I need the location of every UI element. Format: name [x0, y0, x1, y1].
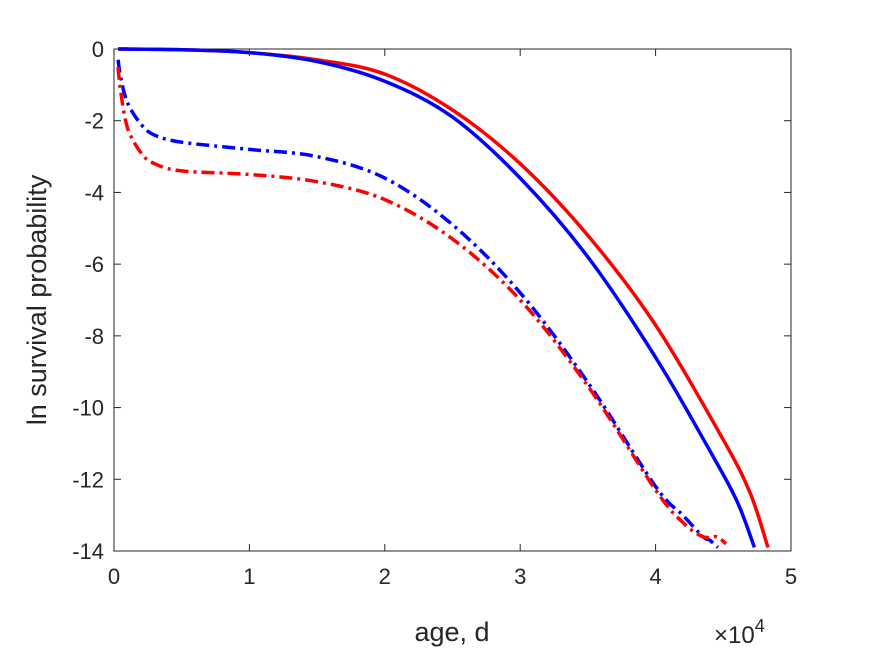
plot-area	[113, 48, 792, 552]
x-tick-label-5: 5	[785, 564, 797, 589]
x-tick-label-3: 3	[514, 564, 526, 589]
x-axis-multiplier-base: ×10	[714, 622, 755, 649]
series-line-3	[116, 66, 728, 546]
x-axis-multiplier: ×104	[714, 616, 765, 649]
y-tick-label-1: -2	[84, 109, 104, 134]
y-tick-label-2: -4	[84, 180, 104, 205]
x-tick-label-4: 4	[649, 564, 661, 589]
y-tick-label-4: -8	[84, 324, 104, 349]
y-tick-label-5: -10	[72, 396, 104, 421]
y-tick-label-7: -14	[72, 539, 104, 564]
x-tick-label-0: 0	[108, 564, 120, 589]
x-axis-multiplier-exponent: 4	[755, 616, 765, 636]
y-tick-label-6: -12	[72, 467, 104, 492]
y-tick-label-3: -6	[84, 252, 104, 277]
x-axis-label: age, d	[414, 617, 489, 647]
x-tick-label-1: 1	[243, 564, 255, 589]
y-axis-label: ln survival probability	[22, 174, 52, 425]
y-tick-label-0: 0	[92, 37, 104, 62]
tick-layer: 0 1 2 3 4 5 0 -2 -4 -6 -8 -10 -12 -14	[72, 37, 797, 589]
x-tick-label-2: 2	[379, 564, 391, 589]
series-line-2	[116, 59, 720, 549]
